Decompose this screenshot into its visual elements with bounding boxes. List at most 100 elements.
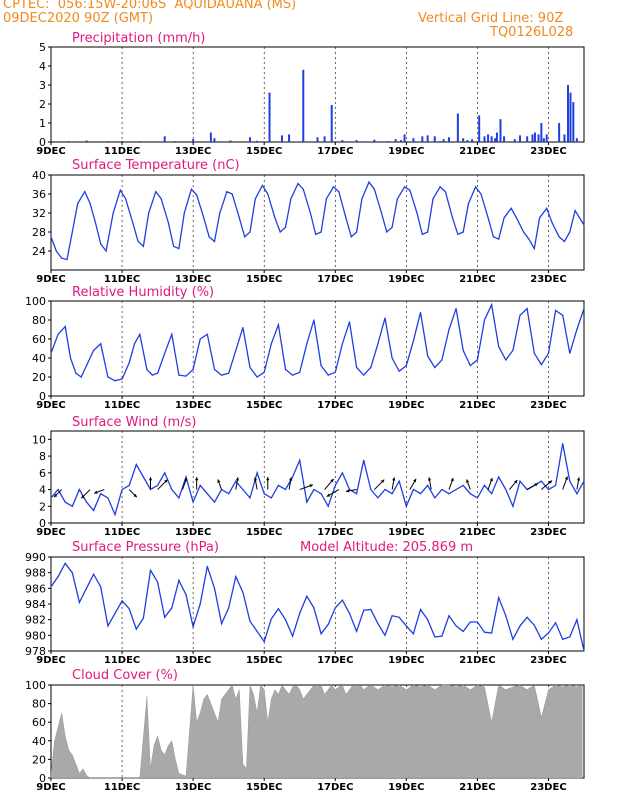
humidity-xtick-label: 9DEC — [36, 400, 65, 411]
temperature-point — [219, 212, 221, 214]
humidity-point — [483, 319, 486, 321]
pressure-point — [114, 612, 116, 615]
header-grid-line: Vertical Grid Line: 90Z — [418, 11, 564, 26]
wind-arrow-head — [330, 478, 334, 483]
pressure-ytick-label: 980 — [25, 629, 46, 642]
precip-xtick-label: 9DEC — [36, 146, 65, 157]
temperature-point — [546, 207, 548, 209]
humidity-point — [363, 374, 365, 376]
temperature-point — [528, 238, 530, 240]
wind-arrow-head — [235, 477, 240, 481]
wind-point — [78, 488, 81, 491]
temperature-point — [55, 250, 57, 252]
temperature-xtick-label: 23DEC — [530, 274, 566, 285]
pressure-series-line — [50, 562, 585, 652]
temperature-point — [403, 186, 406, 188]
pressure-point — [306, 595, 308, 597]
precip-title: Precipitation (mm/h) — [72, 31, 205, 46]
humidity-point — [93, 349, 95, 351]
humidity-xtick-label: 19DEC — [388, 400, 424, 411]
pressure-point — [164, 616, 166, 618]
wind-arrow-head — [266, 477, 270, 481]
temperature-point — [71, 231, 73, 233]
cloud-ytick-label: 20 — [32, 753, 46, 766]
humidity-point — [412, 340, 415, 342]
humidity-point — [146, 368, 148, 370]
humidity-point — [69, 357, 72, 359]
precip-bar — [519, 135, 522, 142]
wind-arrow-head — [466, 479, 470, 483]
temperature-point — [538, 217, 541, 219]
temperature-point — [503, 217, 505, 219]
wind-point — [398, 480, 400, 482]
precip-bar — [567, 85, 570, 142]
cloud-ytick-label: 40 — [32, 735, 46, 748]
wind-arrow-head — [81, 494, 85, 499]
temperature-title: Surface Temperature (nC) — [72, 158, 240, 173]
humidity-point — [391, 357, 393, 359]
temperature-xtick-label: 17DEC — [317, 274, 353, 285]
temperature-point — [416, 212, 418, 214]
pressure-point — [519, 625, 521, 627]
precip-bar — [355, 140, 358, 142]
wind-point — [242, 488, 244, 491]
humidity-point — [178, 374, 180, 376]
cloud-xtick-label: 21DEC — [459, 782, 495, 793]
temperature-point — [84, 191, 86, 193]
pressure-xtick-label: 21DEC — [459, 655, 495, 666]
temperature-point — [427, 231, 429, 233]
humidity-point — [427, 355, 429, 357]
temperature-point — [569, 231, 571, 233]
wind-point — [50, 497, 52, 499]
wind-point — [107, 497, 109, 499]
humidity-xtick-label: 23DEC — [530, 400, 566, 411]
temperature-xtick-label: 19DEC — [388, 274, 424, 285]
temperature-point — [274, 217, 276, 219]
precip-xtick-label: 17DEC — [317, 146, 353, 157]
pressure-ytick-label: 988 — [25, 567, 46, 580]
pressure-point — [320, 633, 322, 635]
humidity-point — [228, 372, 230, 374]
wind-point — [576, 493, 578, 495]
humidity-point — [121, 378, 123, 380]
humidity-point — [434, 366, 436, 369]
wind-point — [476, 497, 478, 499]
precip-bar — [494, 138, 497, 142]
pressure-point — [327, 623, 329, 625]
wind-point — [171, 488, 173, 491]
wind-point — [206, 493, 208, 495]
humidity-ytick-label: 100 — [25, 295, 46, 308]
precip-ytick-label: 4 — [39, 60, 46, 73]
header-datetime: 09DEC2020 90Z (GMT) — [3, 11, 154, 26]
humidity-point — [249, 366, 251, 369]
pressure-point — [554, 622, 557, 624]
precip-bar — [558, 123, 561, 142]
wind-arrow-head — [195, 477, 199, 481]
pressure-point — [292, 635, 294, 637]
precip-xtick-label: 23DEC — [530, 146, 566, 157]
temperature-point — [137, 240, 139, 243]
pressure-ytick-label: 978 — [25, 645, 46, 658]
pressure-point — [441, 635, 443, 637]
wind-point — [263, 493, 265, 495]
wind-point — [256, 472, 258, 474]
wind-arrow-head — [564, 476, 568, 480]
temperature-point — [373, 188, 375, 190]
pressure-point — [78, 601, 81, 604]
humidity-ytick-label: 20 — [32, 371, 46, 384]
wind-point — [135, 463, 137, 466]
humidity-point — [320, 365, 322, 367]
temperature-point — [558, 236, 560, 238]
temperature-point — [462, 231, 464, 233]
pressure-title: Surface Pressure (hPa) — [72, 540, 219, 555]
wind-point — [512, 505, 514, 507]
humidity-point — [576, 328, 578, 331]
humidity-point — [569, 352, 571, 354]
precip-bar — [67, 141, 70, 142]
temperature-xtick-label: 13DEC — [175, 274, 211, 285]
pressure-point — [71, 572, 73, 574]
humidity-point — [405, 365, 407, 367]
temperature-point — [355, 231, 358, 233]
precip-bar — [572, 102, 575, 142]
wind-point — [455, 488, 457, 491]
